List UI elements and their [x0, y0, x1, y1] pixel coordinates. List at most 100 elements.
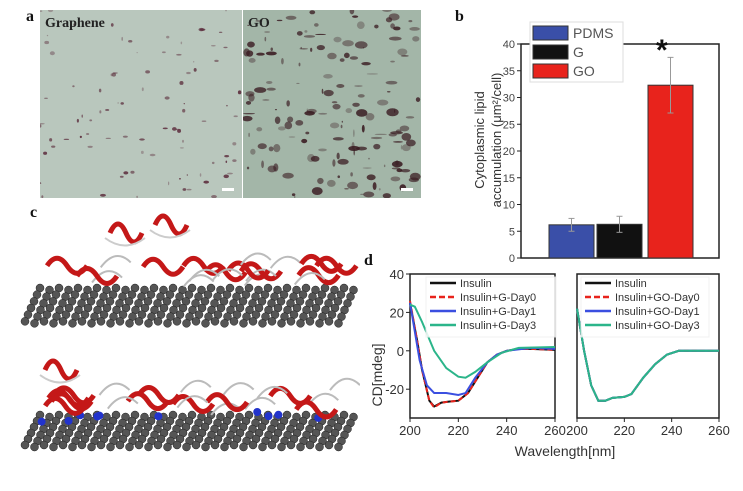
protein-coil: [104, 237, 146, 247]
x-axis-label-wavelength: Wavelength[nm]: [515, 443, 616, 459]
protein-helix: [43, 395, 88, 416]
carbon-atom: [30, 442, 39, 452]
protein-helix: [203, 262, 248, 283]
cell-stain: [255, 20, 263, 22]
cell-stain: [223, 174, 229, 179]
cell-stain: [182, 188, 187, 191]
carbon-atom: [277, 319, 286, 328]
cell-stain: [356, 21, 365, 30]
cell-stain: [40, 124, 42, 128]
protein-helix: [294, 399, 339, 420]
cell-stain: [386, 90, 391, 93]
carbon-atom: [267, 440, 277, 450]
legend-label: Insulin+G-Day0: [460, 292, 536, 304]
carbon-atom: [277, 442, 286, 452]
carbon-atom: [49, 319, 58, 328]
cell-stain: [376, 99, 389, 106]
carbon-atom: [77, 440, 87, 450]
carbon-atom: [39, 317, 49, 326]
protein-helix: [152, 213, 190, 237]
cell-stain: [314, 23, 319, 27]
cell-stain: [273, 144, 281, 153]
cell-stain: [310, 155, 320, 162]
nitrogen-atom: [37, 417, 46, 426]
legend-swatch: [532, 63, 569, 79]
cell-stain: [51, 145, 56, 148]
protein-coil: [98, 382, 131, 396]
cell-stain: [373, 143, 381, 150]
y-tick-label: 15: [503, 173, 515, 185]
micrograph-graphene-image: [40, 10, 242, 198]
cell-stain: [295, 120, 304, 126]
carbon-atom: [191, 440, 201, 450]
cell-stain: [393, 26, 401, 31]
carbon-atom: [296, 319, 305, 328]
micrograph-go: GO: [243, 10, 421, 198]
cell-stain: [361, 124, 365, 133]
cell-stain: [374, 24, 379, 29]
carbon-atom: [163, 319, 172, 328]
cell-stain: [356, 109, 368, 117]
carbon-atom: [201, 442, 210, 452]
cell-stain: [350, 172, 353, 177]
carbon-atom: [220, 319, 229, 328]
cell-stain: [362, 47, 364, 49]
cell-stain: [111, 72, 116, 77]
cell-stain: [121, 36, 123, 41]
molecular-model-image: [20, 213, 360, 452]
cell-stain: [336, 84, 345, 88]
cell-stain: [199, 28, 206, 31]
carbon-atom: [115, 440, 125, 450]
cell-stain: [300, 46, 302, 50]
cell-stain: [225, 160, 228, 164]
y-tick-label: 0: [509, 253, 515, 265]
carbon-atom: [39, 440, 49, 450]
caption-graphene: Graphene: [45, 16, 105, 31]
cell-stain: [337, 175, 341, 179]
cell-stain: [287, 116, 294, 123]
carbon-atom: [153, 440, 163, 450]
cell-stain: [304, 111, 315, 116]
cell-stain: [345, 108, 353, 114]
carbon-atom: [239, 319, 248, 328]
cell-stain: [274, 116, 281, 125]
cell-stain: [310, 47, 313, 52]
y-axis-label-2: accumulation (μm²/cell): [489, 73, 504, 208]
carbon-atom: [96, 440, 106, 450]
cell-stain: [383, 164, 386, 168]
carbon-atom: [58, 440, 68, 450]
cell-stain: [139, 138, 145, 141]
cell-stain: [412, 36, 420, 42]
cell-stain: [317, 177, 324, 185]
cell-stain: [232, 159, 237, 162]
cell-stain: [141, 87, 144, 92]
cell-stain: [186, 174, 188, 176]
carbon-atom: [248, 317, 258, 326]
carbon-atom: [334, 319, 343, 328]
cell-stain: [395, 160, 399, 166]
y-tick-label: 30: [503, 93, 515, 105]
cell-stain: [89, 119, 93, 122]
cell-stain: [43, 151, 48, 155]
cell-stain: [183, 102, 185, 105]
legend-label: Insulin+GO-Day1: [615, 306, 700, 318]
cell-stain: [388, 36, 402, 41]
cell-stain: [40, 122, 45, 125]
cell-stain: [286, 100, 290, 107]
cell-stain: [323, 74, 333, 79]
protein-helix: [204, 392, 250, 413]
cell-stain: [385, 80, 398, 85]
carbon-atom: [248, 440, 258, 450]
carbon-atom: [315, 442, 324, 452]
cell-stain: [400, 144, 402, 150]
cell-stain: [296, 31, 303, 36]
cell-stain: [400, 168, 411, 173]
cell-stain: [360, 193, 364, 195]
cell-stain: [393, 141, 403, 143]
cell-stain: [301, 138, 308, 144]
cell-stain: [351, 141, 355, 150]
protein-helix: [226, 260, 271, 281]
cell-stain: [321, 88, 324, 94]
y-tick-label: 20: [390, 305, 404, 320]
y-tick-label: 0: [397, 344, 404, 359]
